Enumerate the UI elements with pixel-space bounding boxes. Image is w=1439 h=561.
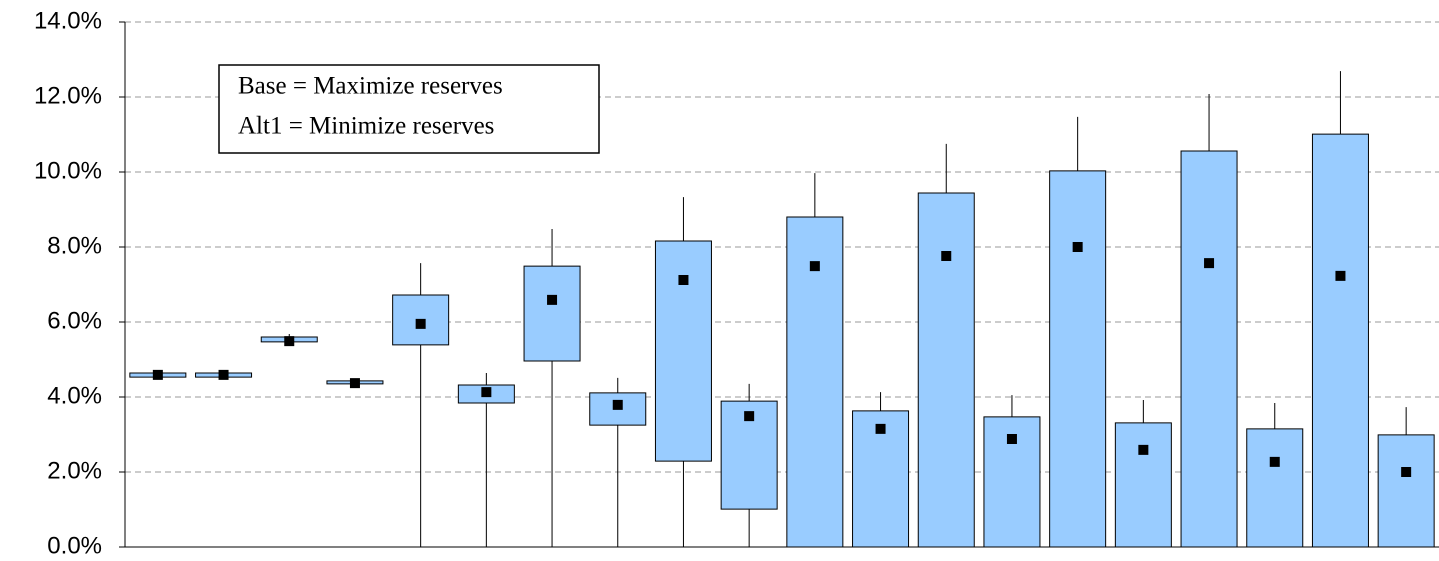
y-tick-label: 14.0% — [34, 7, 102, 34]
mean-marker — [1401, 467, 1412, 477]
annotation: Base = Maximize reserves — [238, 73, 503, 100]
mean-marker — [875, 423, 886, 434]
mean-marker — [284, 336, 295, 347]
box — [1377, 434, 1435, 548]
y-tick-label: 0.0% — [47, 532, 102, 559]
y-tick-label: 8.0% — [47, 232, 102, 259]
mean-marker — [1138, 444, 1149, 455]
y-tick-label: 12.0% — [34, 82, 102, 109]
mean-marker — [481, 387, 492, 398]
mean-marker — [218, 369, 229, 380]
mean-marker — [1072, 242, 1083, 252]
box — [1049, 170, 1107, 548]
box — [786, 216, 844, 548]
mean-marker — [349, 378, 360, 389]
box — [1114, 422, 1172, 548]
mean-marker — [941, 251, 952, 261]
y-tick-label: 2.0% — [47, 457, 102, 484]
mean-marker — [809, 261, 820, 272]
mean-marker — [152, 369, 163, 380]
box — [654, 240, 712, 462]
mean-marker — [612, 399, 623, 410]
box — [1311, 133, 1369, 548]
mean-marker — [744, 411, 755, 422]
mean-marker — [678, 275, 689, 285]
box — [1246, 428, 1304, 548]
mean-marker — [1335, 270, 1346, 281]
mean-marker — [547, 294, 558, 305]
mean-marker — [1006, 434, 1017, 444]
mean-marker — [1269, 456, 1280, 467]
annotation: Alt1 = Minimize reserves — [238, 113, 494, 140]
legend-box — [218, 64, 600, 154]
y-tick-label: 10.0% — [34, 157, 102, 184]
mean-marker — [415, 318, 426, 329]
box — [917, 192, 975, 548]
y-tick-label: 4.0% — [47, 382, 102, 409]
mean-marker — [1204, 258, 1215, 269]
box — [1180, 150, 1238, 548]
box — [523, 265, 581, 362]
y-tick-label: 6.0% — [47, 307, 102, 334]
